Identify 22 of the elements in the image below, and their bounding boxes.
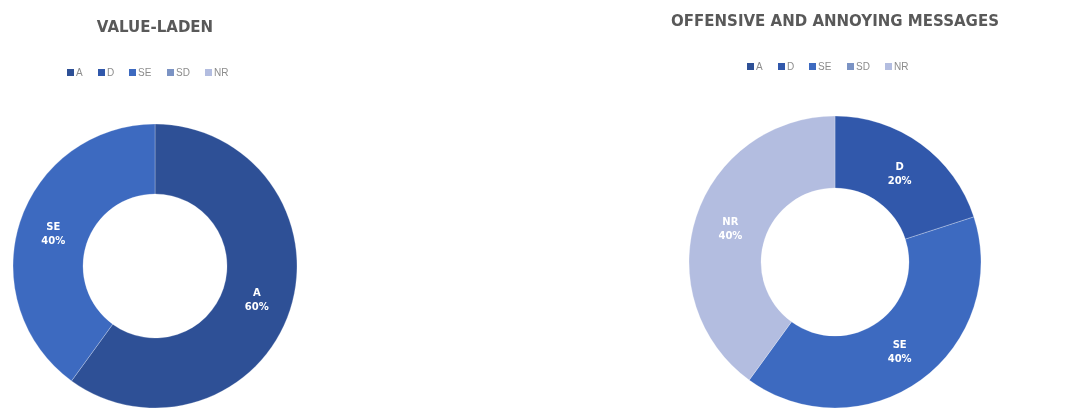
slice-label: D xyxy=(895,161,904,173)
legend-label: SD xyxy=(856,61,870,72)
legend-label: D xyxy=(107,67,115,78)
legend-label: D xyxy=(787,61,795,72)
legend-label: NR xyxy=(214,67,229,78)
slice-label: SE xyxy=(46,220,61,232)
legend-label: A xyxy=(76,67,83,78)
data-label: 40% xyxy=(718,230,743,242)
legend-label: SE xyxy=(818,61,832,72)
data-label: 40% xyxy=(887,352,912,364)
data-label: 20% xyxy=(887,175,912,187)
legend-label: SD xyxy=(176,67,190,78)
slice-label: SE xyxy=(892,338,907,350)
chart-title: VALUE-LADEN xyxy=(96,18,214,36)
slice-label: A xyxy=(252,287,261,299)
data-label: 60% xyxy=(244,301,269,313)
legend-label: NR xyxy=(894,61,909,72)
legend-label: A xyxy=(756,61,763,72)
chart-title: OFFENSIVE AND ANNOYING MESSAGES xyxy=(671,12,999,30)
data-label: 40% xyxy=(41,234,66,246)
legend-label: SE xyxy=(138,67,152,78)
slice-label: NR xyxy=(722,216,739,228)
